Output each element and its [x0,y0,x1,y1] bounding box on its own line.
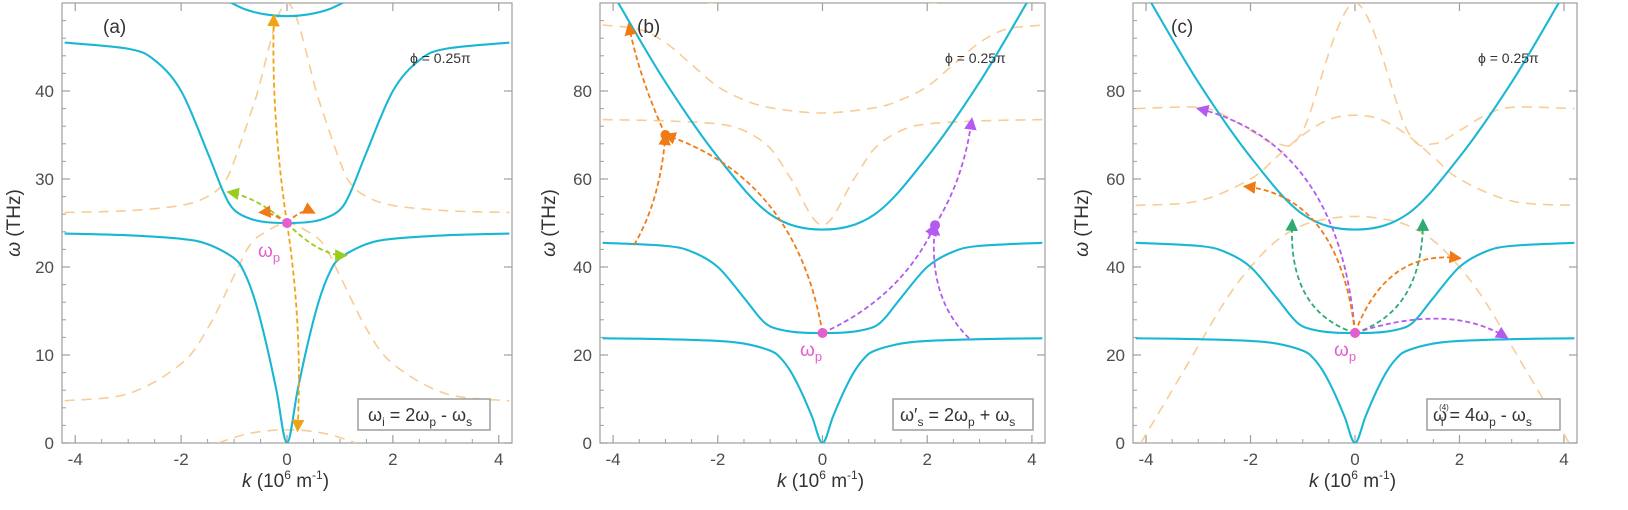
panel-c-curve-upper-polariton [1150,3,1560,231]
panel-b-plot-area [602,3,1043,443]
panel-a-label: (a) [103,17,126,38]
panel-a-dashed-shifted-bottom [217,428,357,443]
svg-text:ωi = 2ωp - ωs: ωi = 2ωp - ωs [368,405,472,429]
panel-c-xtick-label: 0 [1350,450,1359,469]
panel-c-y-axis-label: ω (THz) [1072,189,1093,257]
panel-a-ytick-label: 40 [35,82,54,101]
panel-c-transition-arrow [1354,250,1462,334]
panel-a-xtick-label: -2 [174,450,189,469]
panel-b-label: (b) [637,17,660,38]
panel-a-x-axis-label: k (106 m-1) [242,468,329,492]
panel-b-y-axis-label: ω (THz) [539,189,560,257]
panel-c-dashed-shifted-middle [1135,114,1575,207]
panel-b-xtick-label: 0 [818,450,827,469]
panel-a-y-axis-label: ω (THz) [4,189,25,257]
panel-a-pump-point [282,218,292,228]
panel-c-xtick-label: -2 [1243,450,1258,469]
panel-a-curve-middle-polariton [64,41,510,225]
panel-b-xtick-label: 4 [1027,450,1036,469]
panel-c-x-axis-label: k (106 m-1) [1309,468,1396,492]
panel-a-pump-label: ωp [258,241,280,265]
panel-a-xtick-label: -4 [68,450,83,469]
panel-b-dashed-shifted-upper-left [602,24,1043,114]
svg-text:ω′s = 2ωp + ωs: ω′s = 2ωp + ωs [900,405,1015,429]
panel-b-x-axis-label: k (106 m-1) [777,468,864,492]
panel-c-phi-label: ϕ = 0.25π [1478,50,1539,66]
panel-a-plot-area [64,3,510,443]
panel-b-transition-arrow [822,222,937,334]
panel-a-curve-lower-polariton [64,232,510,443]
panel-b-pump-label: ωp [800,340,822,364]
panel-b-frame [599,2,1046,444]
panel-a-ytick-label: 0 [45,434,54,453]
panel-c-dashed-shifted-lower [1140,215,1570,443]
panel-b-transition-arrow [633,132,671,246]
panel-c-xtick-label: 4 [1559,450,1568,469]
panel-a-transition-arrow [226,187,288,224]
svg-text:ω(4)i= 4ωp - ωs: ω(4) i = 4ωp - ωs [1433,403,1532,429]
panel-a-formula-box: ωi = 2ωp - ωs [357,398,491,431]
panel-a-phi-label: ϕ = 0.25π [410,50,471,66]
panel-b-transition-arrow [927,222,970,339]
panel-a-dashed-shifted-lower [64,3,510,214]
panel-c-ytick-label: 80 [1106,82,1125,101]
panel-b-ytick-label: 20 [573,346,592,365]
panel-a-transition-arrow [267,13,288,224]
panel-b-curve-lower-polariton [602,337,1043,443]
panel-c-dashed-shifted-top [1135,3,1575,147]
panel-c-plot-area [1135,3,1575,443]
panel-c-transition-arrow [1354,317,1509,339]
panel-a-transition-arrow [286,222,348,262]
panel-c-transition-arrow [1285,218,1356,334]
panel-b-ytick-label: 60 [573,170,592,189]
panel-a-ytick-label: 10 [35,346,54,365]
panel-b-ytick-label: 0 [583,434,592,453]
panel-a-xtick-label: 2 [388,450,397,469]
panel-b-ytick-label: 80 [573,82,592,101]
panel-a-dashed-shifted-middle [64,222,510,402]
panel-b-xtick-label: -4 [606,450,621,469]
panel-a-xtick-label: 4 [494,450,503,469]
panel-c-transition-arrow [1195,104,1356,334]
panel-b-formula-box: ω′s = 2ωp + ωs [892,398,1034,431]
panel-b-curve-upper-polariton [617,3,1028,231]
panel-c-xtick-label: 2 [1455,450,1464,469]
panel-a-xtick-label: 0 [282,450,291,469]
panel-c-pump-point [1350,328,1360,338]
panel-a-ytick-label: 30 [35,170,54,189]
panel-c-curve-middle-polariton [1135,241,1575,335]
panel-b-transition-arrow [934,117,977,226]
panel-c-transition-arrow [1354,218,1430,334]
panel-c-curve-lower-polariton [1135,337,1575,443]
panel-b-transition-arrow [624,22,667,136]
panel-c-label: (c) [1171,17,1193,38]
panel-a-curve-upper-polariton [229,3,345,18]
panel-a-ytick-label: 20 [35,258,54,277]
panel-b-transition-arrow [663,132,824,334]
panel-b-marker-orange [660,130,671,140]
panel-c-pump-label: ωp [1334,340,1356,364]
panel-b-xtick-label: 2 [922,450,931,469]
panel-b-phi-label: ϕ = 0.25π [945,50,1006,66]
panel-c-transition-arrow [1242,181,1356,334]
panel-b-xtick-label: -2 [710,450,725,469]
panel-a-transition-arrow [286,222,305,433]
panel-c-frame [1132,2,1578,444]
panel-b-curve-middle-polariton [602,241,1043,335]
panel-b-ytick-label: 40 [573,258,592,277]
panel-b-marker-purple [930,220,941,231]
panel-b-pump-point [817,328,828,338]
panel-c-ytick-label: 0 [1116,434,1125,453]
panel-c-formula-box: ω(4) i = 4ωp - ωs [1426,398,1561,431]
panel-c-ytick-label: 40 [1106,258,1125,277]
panel-c-ytick-label: 20 [1106,346,1125,365]
panel-c-ytick-label: 60 [1106,170,1125,189]
panel-c-xtick-label: -4 [1138,450,1153,469]
